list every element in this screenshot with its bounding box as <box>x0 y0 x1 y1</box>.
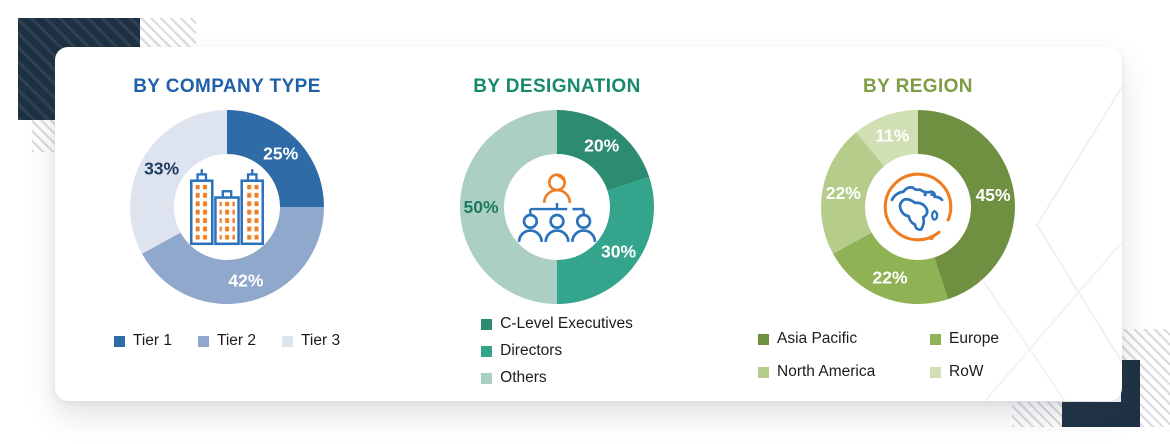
legend-label: Europe <box>949 330 999 347</box>
chart-card: BY COMPANY TYPE 25% 42% 33% <box>55 47 1122 401</box>
chart-title-designation: BY DESIGNATION <box>473 76 641 97</box>
donut-segment <box>821 132 885 254</box>
donut-designation: 20% 30% 50% <box>452 102 662 312</box>
legend-item: Tier 2 <box>197 331 257 351</box>
hatch-pattern-bottom <box>1012 402 1064 427</box>
legend-label: Others <box>500 369 547 386</box>
legend-swatch <box>113 335 125 347</box>
donut-svg: 25% 42% 33% <box>130 110 324 304</box>
legend-item: RoW <box>930 362 1078 382</box>
legend-swatch <box>481 345 493 357</box>
donut-company-type: 25% 42% 33% <box>122 102 332 312</box>
donut-segment <box>130 110 227 254</box>
legend-item: Tier 1 <box>113 331 172 351</box>
legend-swatch <box>282 335 294 347</box>
buildings-icon <box>186 166 268 248</box>
legend-label: C-Level Executives <box>500 315 633 332</box>
segment-percent-label: 33% <box>144 158 179 178</box>
legend-item: Tier 3 <box>282 331 340 351</box>
legend-swatch <box>481 372 493 384</box>
donut-segment <box>142 207 324 304</box>
legend-label: Asia Pacific <box>777 330 858 347</box>
legend-label: Tier 2 <box>216 332 257 349</box>
legend-label: North America <box>777 363 876 380</box>
segment-percent-label: 50% <box>463 197 498 217</box>
legend-item: North America <box>758 362 930 382</box>
legend-swatch <box>481 318 493 330</box>
donut-segment <box>833 232 948 304</box>
segment-percent-label: 30% <box>601 242 636 262</box>
legend-swatch <box>758 366 769 378</box>
donut-segment <box>856 110 918 167</box>
legend-label: RoW <box>949 363 984 380</box>
globe-icon <box>877 166 959 248</box>
legend-item: Others <box>481 368 547 388</box>
corner-accent-bottom-right-horizontal <box>1062 402 1140 427</box>
org-chart-icon <box>516 166 598 248</box>
donut-segment <box>557 110 650 191</box>
hatch-pattern-top <box>140 18 196 48</box>
legend-label: Tier 3 <box>301 332 341 349</box>
chart-company-type: BY COMPANY TYPE 25% 42% 33% <box>67 47 387 401</box>
legend-company-type: Tier 1 Tier 2 Tier 3 <box>113 331 340 351</box>
legend-swatch <box>930 366 941 378</box>
segment-percent-label: 42% <box>228 271 263 291</box>
legend-swatch <box>197 335 209 347</box>
segment-percent-label: 22% <box>826 183 861 203</box>
chart-title-region: BY REGION <box>863 76 973 97</box>
segment-percent-label: 11% <box>875 126 909 146</box>
donut-region: 45% 22% 22% 11% <box>813 102 1023 312</box>
donut-segment <box>227 110 324 207</box>
legend-item: Directors <box>481 341 562 361</box>
legend-item: C-Level Executives <box>481 314 633 334</box>
segment-percent-label: 22% <box>872 268 907 288</box>
donut-segment <box>918 110 1015 300</box>
legend-label: Tier 1 <box>132 332 172 349</box>
donut-svg: 20% 30% 50% <box>460 110 654 304</box>
legend-item: Asia Pacific <box>758 329 930 349</box>
donut-svg: 45% 22% 22% 11% <box>821 110 1015 304</box>
chart-title-company-type: BY COMPANY TYPE <box>133 76 321 97</box>
segment-percent-label: 20% <box>584 136 619 156</box>
legend-item: Europe <box>930 329 1078 349</box>
chart-region: BY REGION 45% 22% 22% 11% Asia Pacific Europ… <box>758 47 1078 401</box>
legend-swatch <box>930 333 941 345</box>
hatch-pattern-left <box>32 120 56 152</box>
donut-segment <box>460 110 557 304</box>
legend-designation: C-Level Executives Directors Others <box>481 314 633 388</box>
donut-segment <box>557 177 654 304</box>
segment-percent-label: 45% <box>976 185 1011 205</box>
segment-percent-label: 25% <box>263 143 298 163</box>
legend-region: Asia Pacific Europe North America RoW <box>758 329 1078 382</box>
chart-designation: BY DESIGNATION 20% 30% 50% <box>397 47 717 401</box>
legend-label: Directors <box>500 342 563 359</box>
legend-swatch <box>758 333 769 345</box>
